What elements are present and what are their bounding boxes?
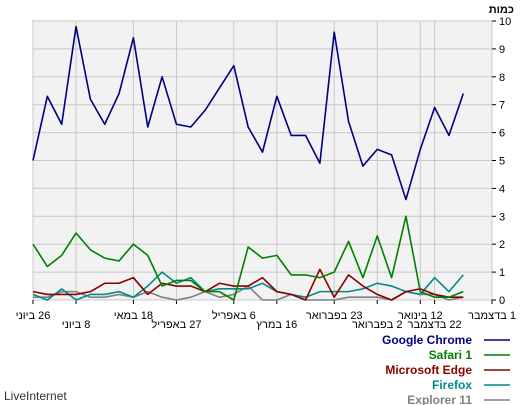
y-axis-ticks: 0 1 2 3 4 5 6 7 8 9 10 bbox=[492, 16, 511, 307]
x-tick-label: 26 ביוני bbox=[16, 310, 51, 322]
x-tick-label: 6 באפריל bbox=[212, 309, 256, 322]
y-tick-label: 6 bbox=[499, 128, 505, 140]
series-line-firefox bbox=[32, 271, 464, 301]
x-tick-label: 23 בפברואר bbox=[306, 310, 363, 322]
series-line-microsoft-edge bbox=[32, 268, 464, 301]
series-line-google-chrome bbox=[32, 25, 465, 201]
legend-label: Google Chrome bbox=[382, 333, 472, 347]
y-tick-label: 7 bbox=[499, 100, 505, 112]
y-tick-label: 0 bbox=[499, 295, 505, 307]
x-tick-label: 8 ביוני bbox=[62, 319, 91, 331]
series-group bbox=[32, 25, 465, 301]
x-tick-label: 1 בדצמבר bbox=[468, 310, 516, 322]
grid bbox=[32, 20, 493, 301]
y-tick-label: 1 bbox=[499, 267, 505, 279]
x-tick-label: 27 באפריל bbox=[151, 318, 201, 331]
x-tick-label: 22 בדצמבר bbox=[408, 319, 462, 331]
y-tick-label: 2 bbox=[499, 239, 505, 251]
y-tick-label: 9 bbox=[499, 44, 505, 56]
legend-label: Microsoft Edge bbox=[385, 363, 472, 377]
footer-brand: LiveInternet bbox=[4, 389, 67, 403]
series-line-safari-1 bbox=[32, 215, 464, 301]
legend-label: Firefox bbox=[432, 378, 472, 392]
y-tick-label: 4 bbox=[499, 183, 505, 195]
y-tick-label: 8 bbox=[499, 72, 505, 84]
x-tick-label: 2 בפברואר bbox=[352, 319, 403, 331]
legend-label: Safari 1 bbox=[429, 348, 473, 362]
y-tick-label: 5 bbox=[499, 156, 505, 168]
x-tick-label: 16 במרץ bbox=[256, 319, 297, 331]
y-tick-label: 10 bbox=[499, 16, 511, 28]
y-tick-label: 3 bbox=[499, 211, 505, 223]
x-tick-label: 18 במאי bbox=[114, 310, 153, 322]
legend-label: Explorer 11 bbox=[407, 393, 472, 405]
x-tick-label: 12 בינואר bbox=[398, 310, 443, 322]
y-axis-label: כמות bbox=[489, 4, 514, 16]
